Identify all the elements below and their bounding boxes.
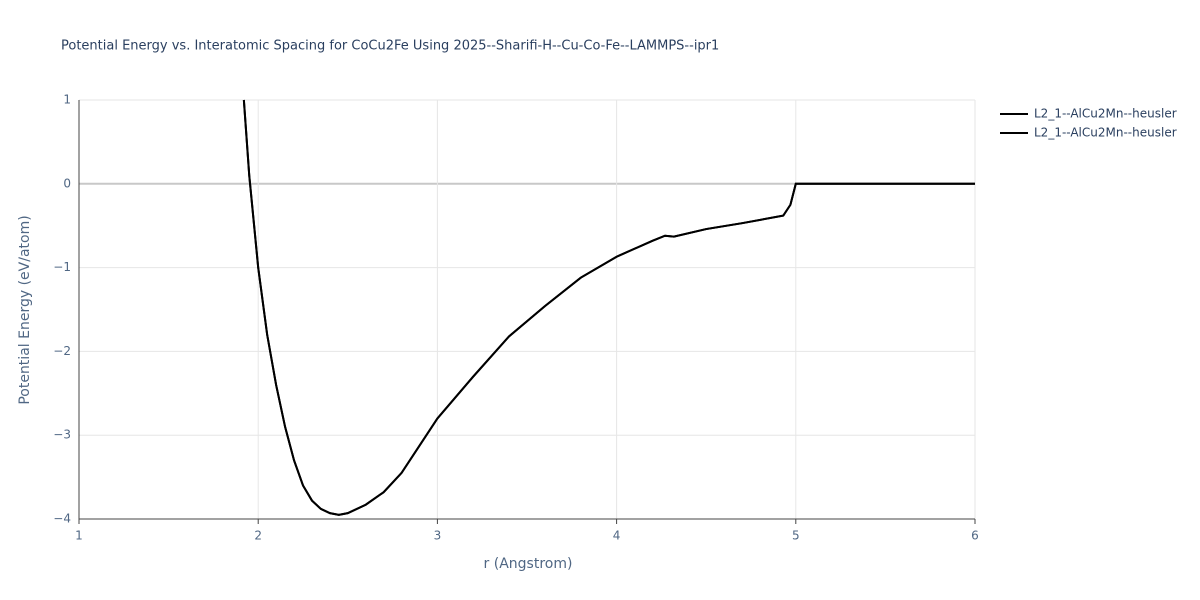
x-tick-label: 3 — [434, 529, 442, 543]
x-tick-label: 6 — [971, 529, 979, 543]
y-tick-label: 0 — [63, 176, 71, 190]
x-tick-label: 4 — [613, 529, 621, 543]
legend-label: L2_1--AlCu2Mn--heusler — [1034, 126, 1177, 140]
x-tick-label: 1 — [75, 529, 83, 543]
y-tick-label: −4 — [53, 512, 71, 526]
y-tick-label: −2 — [53, 344, 71, 358]
series-line — [242, 99, 975, 516]
y-tick-label: −3 — [53, 428, 71, 442]
x-tick-label: 2 — [254, 529, 262, 543]
chart-title: Potential Energy vs. Interatomic Spacing… — [61, 39, 719, 54]
y-tick-label: 1 — [63, 93, 71, 107]
x-tick-label: 5 — [792, 529, 800, 543]
x-axis-title: r (Angstrom) — [484, 556, 573, 572]
y-tick-label: −1 — [53, 260, 71, 274]
series-line — [242, 99, 975, 516]
legend-label: L2_1--AlCu2Mn--heusler — [1034, 107, 1177, 121]
y-axis-title: Potential Energy (eV/atom) — [17, 215, 33, 404]
